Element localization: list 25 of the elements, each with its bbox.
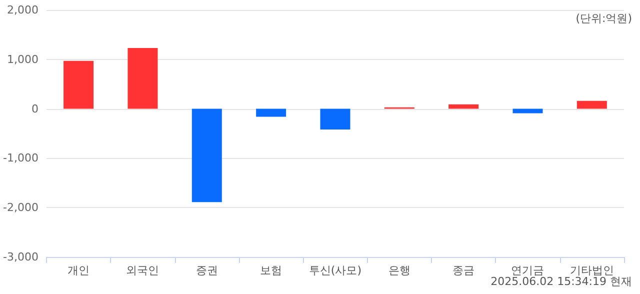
x-tick-label: 연기금 bbox=[511, 264, 544, 277]
x-tick-label: 보험 bbox=[260, 264, 282, 277]
x-tick-label: 증권 bbox=[196, 264, 218, 277]
x-tick-label: 투신(사모) bbox=[308, 264, 362, 277]
x-tick-label: 개인 bbox=[68, 264, 90, 277]
bar bbox=[576, 100, 607, 109]
bar bbox=[448, 104, 479, 109]
y-tick-label: 2,000 bbox=[6, 4, 38, 16]
y-tick-label: -3,000 bbox=[2, 250, 38, 264]
y-tick-label: -1,000 bbox=[2, 152, 38, 165]
x-tick-label: 외국인 bbox=[126, 264, 160, 277]
x-tick-label: 기타법인 bbox=[570, 264, 614, 277]
y-tick-label: 0 bbox=[31, 102, 38, 116]
bar bbox=[192, 108, 222, 202]
bar bbox=[320, 108, 350, 130]
y-tick-label: 1,000 bbox=[6, 52, 38, 66]
x-tick-label: 종금 bbox=[452, 264, 475, 277]
x-tick-label: 은행 bbox=[388, 264, 410, 277]
annotation: (단위:억원) bbox=[576, 12, 632, 25]
bar bbox=[128, 48, 158, 109]
bar bbox=[512, 108, 543, 114]
y-tick-label: -2,000 bbox=[2, 201, 38, 214]
bar bbox=[256, 108, 286, 117]
text: 2025.06.02 15:34:19 현재 bbox=[490, 275, 632, 288]
bar bbox=[64, 60, 94, 109]
